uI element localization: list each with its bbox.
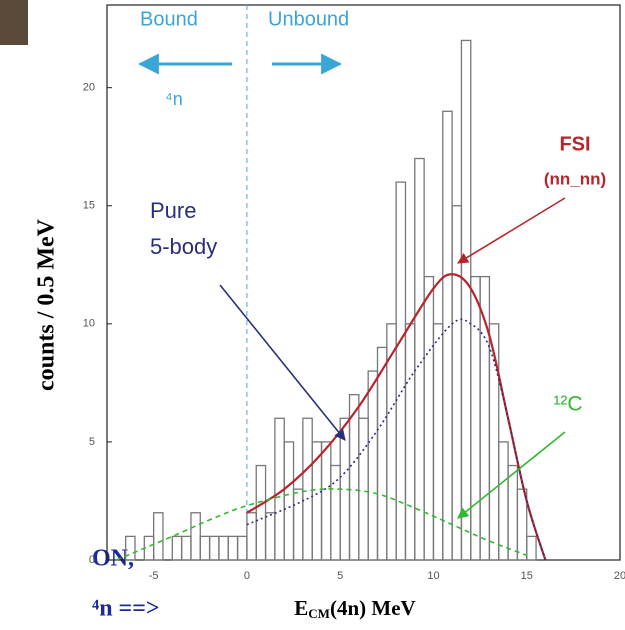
annotation: Bound: [140, 8, 198, 30]
histogram-bar: [330, 464, 341, 561]
histogram-bar: [423, 275, 435, 561]
histogram-bar: [292, 488, 304, 561]
histogram-bar: [152, 512, 164, 561]
annotation: ⁴n: [165, 89, 183, 109]
arrow: [219, 284, 346, 441]
y-axis-label: counts / 0.5 MeV: [34, 218, 60, 391]
x-tick-label: 10: [427, 570, 439, 582]
curve: [116, 488, 528, 561]
histogram-bar: [498, 441, 509, 561]
histogram-bar: [246, 512, 257, 561]
x-tick-label: 20: [614, 570, 625, 582]
histogram-bar: [376, 346, 388, 561]
y-tick-label: 20: [83, 82, 95, 94]
legend-label: (nn_nn): [544, 169, 606, 188]
histogram-bar: [451, 205, 463, 561]
histogram-bar: [180, 535, 192, 561]
histogram-bar: [367, 370, 379, 561]
histogram-bar: [526, 535, 537, 561]
annotation: Unbound: [268, 8, 349, 30]
histogram-bar: [227, 535, 239, 561]
histogram-bar: [460, 39, 472, 561]
y-tick-label: 0: [89, 554, 95, 566]
y-tick-label: 10: [83, 318, 95, 330]
x-tick-label: 5: [337, 570, 343, 582]
histogram-bar: [358, 417, 369, 561]
curve: [246, 318, 547, 561]
histogram-bar: [516, 488, 528, 561]
histogram-bar: [199, 535, 211, 561]
x-tick-label: 0: [244, 570, 250, 582]
legend-label: 5-body: [150, 234, 217, 259]
histogram-bar: [190, 512, 201, 561]
x-tick-label: -5: [149, 570, 159, 582]
histogram-bar: [348, 394, 360, 561]
histogram-bar: [208, 535, 220, 561]
legend-label: Pure: [150, 198, 196, 223]
legend-label: FSI: [559, 133, 590, 155]
arrow: [457, 197, 566, 264]
histogram-bar: [470, 275, 481, 561]
y-tick-label: 5: [89, 436, 95, 448]
histogram-bar: [404, 323, 416, 561]
background-text: ⁴n ==>: [92, 596, 160, 622]
background-text: ON,: [92, 546, 134, 572]
histogram-bar: [125, 535, 136, 561]
x-label-main: E: [294, 596, 308, 620]
y-tick-label: 15: [83, 200, 95, 212]
histogram-bar: [320, 441, 332, 561]
cropped-photo: [0, 0, 28, 45]
histogram-bar: [302, 417, 313, 561]
histogram-bar: [264, 512, 276, 561]
histogram-bar: [432, 323, 444, 561]
histogram-bar: [255, 464, 267, 561]
histogram-bar: [395, 181, 407, 561]
histogram-bar: [283, 441, 295, 561]
histogram-bar: [171, 535, 183, 561]
x-label-rest: (4n) MeV: [330, 596, 416, 620]
histogram-bar: [236, 535, 248, 561]
x-axis-label: ECM(4n) MeV: [294, 596, 415, 621]
plot-frame: [106, 4, 621, 561]
legend-label: ¹²C: [553, 393, 582, 416]
histogram-bar: [414, 157, 425, 561]
histogram-bar: [507, 464, 519, 561]
x-label-sub: CM: [308, 606, 330, 621]
arrow: [457, 431, 566, 519]
histogram-bar: [442, 110, 453, 561]
histogram-bar: [218, 535, 229, 561]
x-tick-label: 15: [521, 570, 533, 582]
